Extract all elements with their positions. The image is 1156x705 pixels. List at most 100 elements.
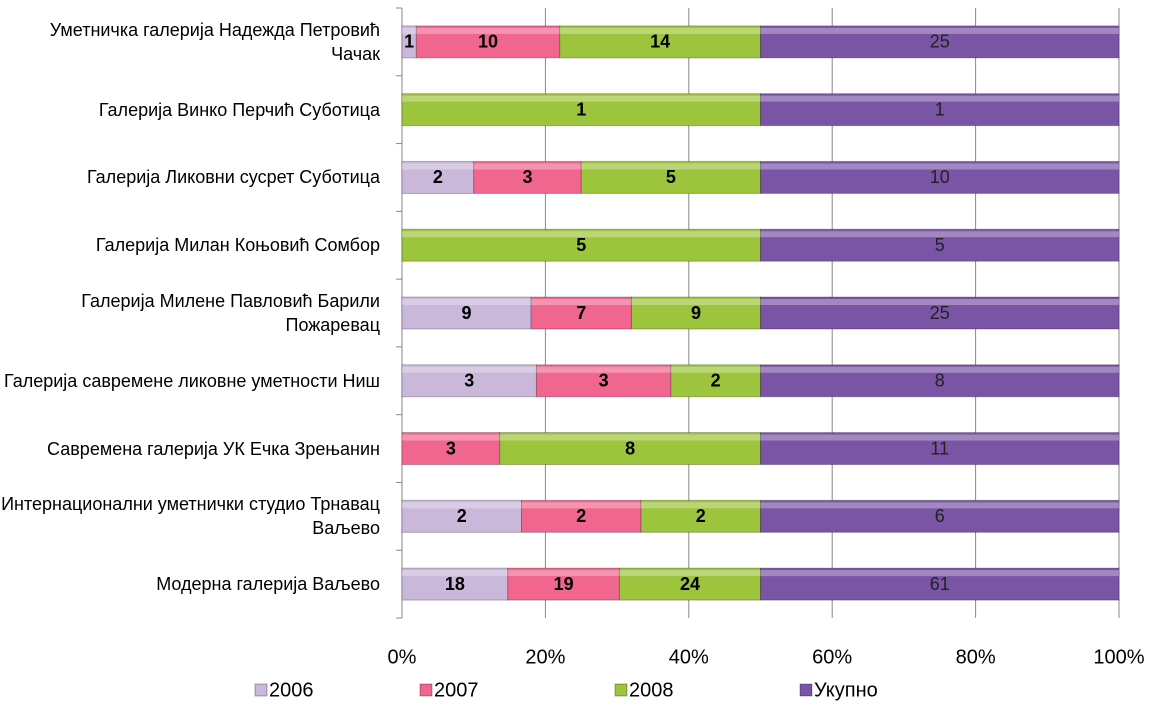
data-label: 3 [446,438,456,458]
bar-segment [401,93,761,127]
bar-highlight [760,366,1119,373]
bar-highlight [760,570,1119,577]
bar-highlight [531,299,632,305]
y-tick-label: Галерија Милан Коњовић Сомбор [95,235,380,256]
bar-segment [760,499,1120,533]
data-label: 2 [696,506,706,526]
data-label: 18 [445,574,465,594]
legend-swatch [614,683,628,697]
data-label: 2 [433,167,443,187]
data-label: 3 [599,371,609,391]
legend-label: 2007 [434,679,479,701]
data-label: 9 [462,303,472,323]
data-label: 8 [625,438,635,458]
bar-highlight [760,434,1119,441]
bar-segment [618,567,761,601]
data-label: 5 [576,235,586,255]
y-tick-label: Савремена галерија УК Ечка Зрењанин [47,438,380,459]
bar-highlight [416,27,560,34]
bar-highlight [402,502,522,509]
y-tick-label: Интернационални уметнички студио Трнавац… [1,494,380,539]
legend-label: 2008 [629,679,674,701]
data-label: 5 [935,235,945,255]
bar-highlight [670,366,761,373]
bar-segment [559,25,761,59]
bar-highlight [760,502,1119,509]
data-label: 3 [522,167,532,187]
y-tick-label: Уметничка галерија Надежда Петровић Чача… [49,19,380,64]
bar-highlight [760,231,1119,238]
x-tick-label: 0% [388,646,417,668]
bar-segment [521,499,642,533]
legend-swatch [254,683,268,697]
data-label: 25 [930,303,950,323]
bar-highlight [402,27,417,34]
data-label: 10 [478,32,498,52]
bar-highlight [760,95,1119,102]
data-label: 10 [930,167,950,187]
bar-highlight [536,366,671,373]
data-label: 5 [666,167,676,187]
bar-segment [401,432,501,466]
bar-segment [670,364,761,398]
data-label: 25 [930,32,950,52]
legend-swatch [419,683,433,697]
x-tick-label: 40% [669,646,709,668]
bar-segment [760,228,1120,262]
bar-highlight [521,502,641,509]
data-label: 2 [457,506,467,526]
data-label: 7 [576,303,586,323]
y-tick-label: Модерна галерија Ваљево [156,574,380,595]
bar-highlight [402,299,532,305]
bar-segment [760,364,1120,398]
x-tick-label: 20% [525,646,565,668]
bar-highlight [619,570,761,577]
bar-highlight [581,163,761,170]
legend-label: Укупно [814,679,878,701]
bar-highlight [402,95,761,102]
bar-highlight [760,163,1119,170]
bar-highlight [760,27,1119,34]
bar-highlight [499,434,761,441]
bar-segment [760,25,1120,59]
bar-highlight [402,434,500,441]
bar-segment [535,364,672,398]
data-label: 11 [930,438,949,458]
x-tick-label: 100% [1093,646,1144,668]
data-label: 6 [935,506,945,526]
bar-segment [640,499,761,533]
bar-segment [760,93,1120,127]
bar-segment [401,567,509,601]
bar-segment [530,296,632,330]
data-label: 1 [576,99,586,119]
bar-segment [760,160,1120,194]
data-label: 3 [464,371,474,391]
bar-segment [580,160,761,194]
bar-highlight [402,366,537,373]
bar-highlight [507,570,620,577]
bar-segment [401,228,761,262]
bar-segment [760,567,1120,601]
bar-highlight [473,163,582,170]
bar-segment [760,432,1120,466]
bar-highlight [559,27,761,34]
legend-label: 2006 [269,679,314,701]
bar-highlight [631,299,761,305]
bar-segment [401,499,522,533]
y-tick-label: Галерија Милене Павловић Барили Пожарева… [81,291,380,335]
bar-highlight [402,163,474,170]
data-label: 24 [680,574,700,594]
bar-highlight [402,570,508,577]
bar-segment [401,296,532,330]
y-tick-label: Галерија савремене ликовне уметности Ниш [3,370,380,391]
bar-highlight [760,299,1119,305]
data-label: 1 [404,32,414,52]
data-label: 19 [554,574,574,594]
x-tick-label: 80% [956,646,996,668]
data-label: 14 [650,32,670,52]
data-label: 9 [691,303,701,323]
bar-segment [401,364,537,398]
bar-segment [415,25,561,59]
